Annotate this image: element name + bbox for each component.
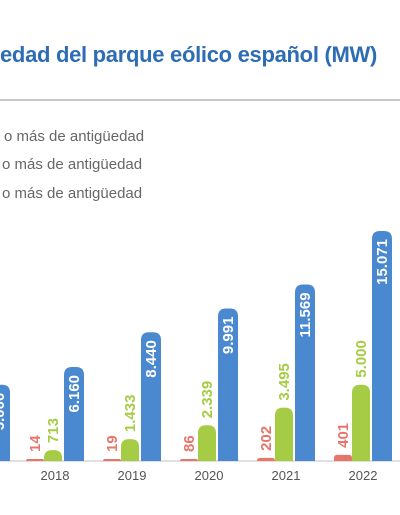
legend-entry-series-1: o más de antigüedad — [4, 128, 145, 145]
bar-2018-series-2 — [44, 450, 62, 461]
bar-2020-series-3 — [218, 308, 238, 461]
data-label-partial-left: 5.000 — [0, 393, 8, 431]
x-tick-label-2018: 2018 — [41, 468, 70, 483]
data-label-2018-series-3: 6.160 — [66, 375, 83, 413]
chart-title: edad del parque eólico español (MW) — [0, 42, 377, 67]
data-label-2021-series-3: 11.569 — [297, 292, 314, 337]
data-label-2022-series-2: 5.000 — [353, 340, 370, 378]
bar-2018-series-1 — [26, 459, 44, 461]
bar-2021-series-2 — [275, 407, 293, 461]
bar-2019-series-3 — [141, 332, 161, 461]
bar-2021-series-1 — [257, 457, 275, 461]
bar-2022-series-1 — [334, 454, 352, 461]
bar-2020-series-2 — [198, 425, 216, 461]
data-label-2020-series-3: 9.991 — [220, 317, 237, 355]
bar-2018-series-3 — [64, 366, 84, 461]
data-label-2019-series-3: 8.440 — [143, 340, 160, 378]
bar-2019-series-2 — [121, 439, 139, 461]
bar-2021-series-3 — [295, 284, 315, 461]
data-label-2021-series-2: 3.495 — [276, 363, 293, 401]
data-label-2020-series-2: 2.339 — [199, 381, 216, 419]
bar-partial-left — [0, 384, 10, 461]
title-divider — [0, 99, 400, 101]
data-label-2021-series-1: 202 — [258, 426, 275, 451]
x-tick-label-2020: 2020 — [195, 468, 224, 483]
x-tick-label-2022: 2022 — [349, 468, 378, 483]
legend-entry-series-2: o más de antigüedad — [2, 156, 143, 173]
bar-2022-series-2 — [352, 384, 370, 461]
data-label-2022-series-1: 401 — [335, 423, 352, 448]
x-tick-label-2019: 2019 — [118, 468, 147, 483]
bar-2019-series-1 — [103, 459, 121, 461]
data-label-2018-series-1: 14 — [27, 435, 44, 452]
x-tick-label-2021: 2021 — [272, 468, 301, 483]
data-label-2019-series-2: 1.433 — [122, 395, 139, 433]
data-label-2022-series-3: 15.071 — [374, 239, 391, 285]
data-label-2020-series-1: 86 — [181, 435, 198, 452]
data-label-2019-series-1: 19 — [104, 435, 121, 452]
data-label-2018-series-2: 713 — [45, 418, 62, 443]
bar-2020-series-1 — [180, 459, 198, 461]
bar-2022-series-3 — [372, 231, 392, 461]
legend-entry-series-3: o más de antigüedad — [2, 185, 143, 202]
